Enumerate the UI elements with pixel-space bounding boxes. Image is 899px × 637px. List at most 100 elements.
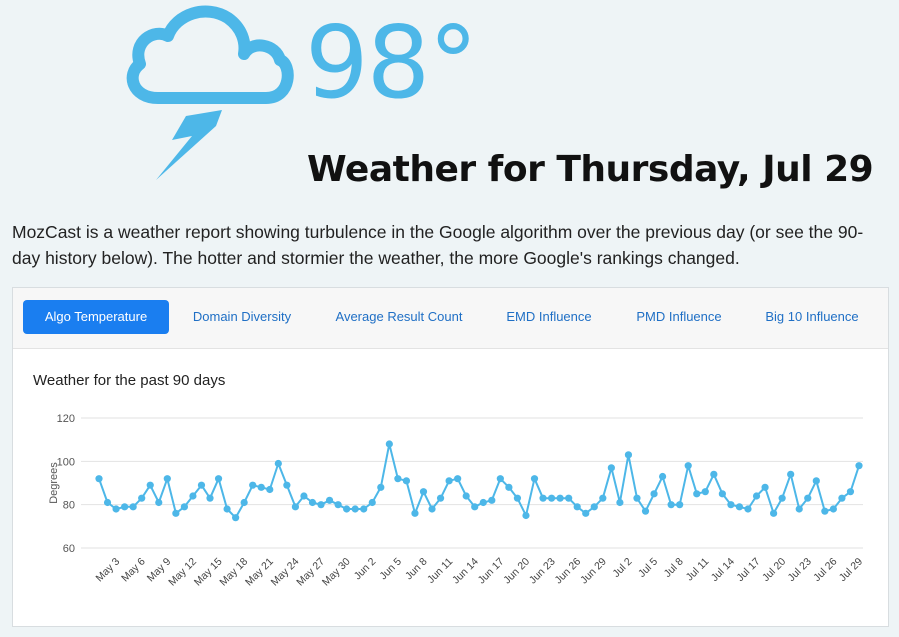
data-point (394, 475, 402, 483)
x-tick-label: Jul 26 (811, 556, 839, 584)
data-point (206, 494, 214, 502)
x-tick-label: Jun 2 (352, 556, 379, 583)
data-point (676, 501, 684, 509)
data-point (693, 490, 701, 498)
data-point (95, 475, 103, 483)
data-point (633, 494, 641, 502)
data-point (479, 498, 487, 507)
data-point (214, 475, 223, 483)
x-tick-label: Jun 5 (377, 556, 404, 583)
intro-paragraph: MozCast is a weather report showing turb… (12, 222, 864, 268)
y-tick-label: 80 (63, 500, 75, 512)
data-point (547, 494, 556, 502)
x-tick-label: Jul 5 (636, 556, 660, 580)
data-point (735, 503, 744, 511)
data-point (121, 503, 129, 511)
data-point (855, 462, 863, 470)
x-tick-label: Jun 26 (553, 556, 584, 587)
data-point (274, 459, 282, 468)
data-point (838, 494, 846, 502)
data-point (300, 492, 308, 500)
tab-pmd-influence[interactable]: PMD Influence (636, 309, 722, 324)
data-point (488, 496, 496, 504)
data-point (530, 475, 539, 483)
data-point (112, 505, 120, 513)
data-point (249, 481, 257, 489)
data-point (505, 483, 513, 491)
x-tick-label: Jul 8 (662, 556, 686, 580)
data-point (189, 492, 197, 500)
data-point (573, 503, 581, 511)
hero-section: 98° Weather for Thursday, Jul 29 (0, 0, 899, 200)
x-tick-label: May 30 (320, 556, 353, 589)
data-point (667, 501, 675, 509)
data-point (804, 494, 812, 502)
data-point (778, 494, 786, 502)
data-point (129, 503, 137, 511)
data-point (641, 507, 650, 515)
x-tick-label: Jun 11 (425, 556, 455, 586)
data-point (727, 501, 735, 509)
data-point (710, 470, 718, 478)
data-point (155, 498, 163, 507)
data-point (744, 505, 752, 513)
data-point (582, 509, 590, 517)
data-point (325, 496, 334, 504)
tab-average-result-count[interactable]: Average Result Count (335, 309, 463, 324)
series-line (98, 443, 860, 519)
data-point (172, 509, 180, 517)
data-point (616, 498, 624, 507)
data-point (701, 488, 709, 496)
data-point (556, 494, 564, 502)
data-point (385, 440, 393, 448)
x-tick-label: Jul 23 (786, 556, 814, 584)
data-point (607, 464, 615, 472)
x-tick-label: Jul 29 (837, 556, 865, 584)
data-point (343, 505, 351, 513)
data-point (752, 492, 761, 500)
y-tick-label: 100 (57, 456, 75, 468)
data-point (103, 498, 112, 507)
page-title: Weather for Thursday, Jul 29 (307, 149, 874, 190)
data-point (795, 505, 803, 513)
data-point (471, 503, 479, 511)
storm-cloud-lightning-icon (126, 5, 294, 180)
y-tick-label: 60 (63, 543, 75, 555)
data-point (428, 505, 436, 513)
x-tick-label: Jun 23 (527, 556, 558, 587)
tab-emd-influence[interactable]: EMD Influence (506, 309, 592, 324)
data-point (565, 494, 573, 502)
data-point (257, 483, 265, 491)
data-point (846, 488, 855, 496)
x-tick-label: Jul 2 (610, 556, 634, 580)
x-tick-label: Jul 11 (684, 556, 712, 584)
data-point (539, 494, 547, 502)
data-point (761, 483, 769, 491)
data-point (411, 509, 419, 517)
data-point (283, 481, 291, 489)
y-axis-label: Degrees (48, 462, 60, 504)
data-point (138, 494, 146, 502)
data-point (650, 490, 658, 498)
x-tick-label: Jun 29 (578, 556, 609, 587)
tab-big-10-influence[interactable]: Big 10 Influence (765, 309, 859, 324)
data-point (334, 501, 342, 509)
data-point (197, 481, 206, 489)
x-tick-label: Jul 17 (734, 556, 762, 584)
data-point (684, 462, 692, 470)
data-point (658, 472, 667, 481)
y-tick-label: 120 (57, 413, 75, 425)
data-point (821, 507, 829, 515)
tab-algo-temperature[interactable]: Algo Temperature (23, 300, 169, 334)
data-point (317, 501, 325, 509)
data-point (402, 477, 411, 485)
data-point (812, 477, 820, 485)
data-point (308, 498, 317, 507)
data-point (291, 503, 300, 511)
metric-tab-bar: Algo Temperature Domain Diversity Averag… (13, 288, 888, 349)
tab-domain-diversity[interactable]: Domain Diversity (192, 309, 292, 324)
data-point (624, 451, 633, 459)
data-point (360, 505, 368, 513)
data-point (454, 475, 462, 483)
